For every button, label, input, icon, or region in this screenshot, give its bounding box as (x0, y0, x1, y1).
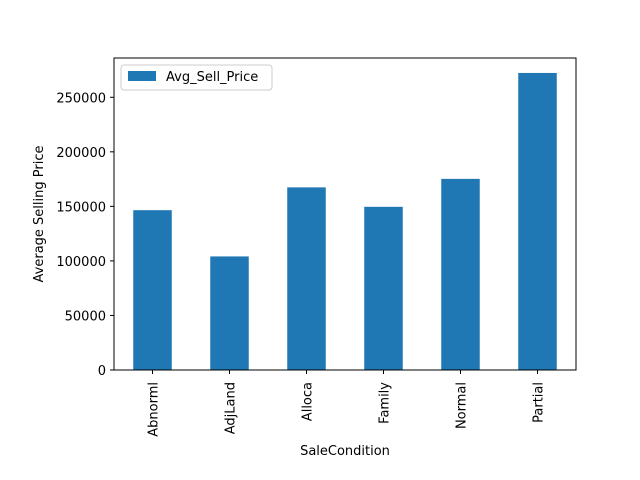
legend-swatch (128, 71, 156, 81)
bar-family (364, 206, 403, 370)
bar-adjland (210, 256, 249, 370)
y-axis: 0 50000 100000 150000 200000 250000 (56, 91, 114, 379)
x-tick-label: Partial (532, 382, 547, 423)
y-tick-label: 200000 (56, 146, 106, 161)
x-tick-label: Family (378, 382, 393, 424)
x-axis-title: SaleCondition (300, 444, 390, 459)
y-tick-label: 0 (98, 364, 106, 379)
bar-partial (518, 72, 557, 370)
legend-label: Avg_Sell_Price (166, 70, 258, 85)
legend-box (120, 64, 273, 91)
x-tick-label: AdjLand (224, 382, 239, 434)
y-tick-label: 250000 (56, 91, 106, 106)
bar-normal (441, 178, 480, 370)
y-tick-label: 50000 (65, 309, 106, 324)
bar-alloca (287, 187, 326, 370)
plot-frame (113, 57, 577, 371)
y-tick-label: 100000 (56, 255, 106, 270)
x-tick-label: Abnorml (147, 382, 162, 437)
bars-layer (133, 72, 557, 370)
bar-abnorml (133, 210, 172, 370)
x-tick-label: Normal (455, 382, 470, 429)
x-axis: Abnorml AdjLand Alloca Family Normal Partial (147, 370, 547, 437)
y-tick-label: 150000 (56, 200, 106, 215)
x-tick-label: Alloca (301, 382, 316, 421)
y-axis-title: Average Selling Price (32, 146, 47, 283)
legend: Avg_Sell_Price (120, 64, 273, 91)
